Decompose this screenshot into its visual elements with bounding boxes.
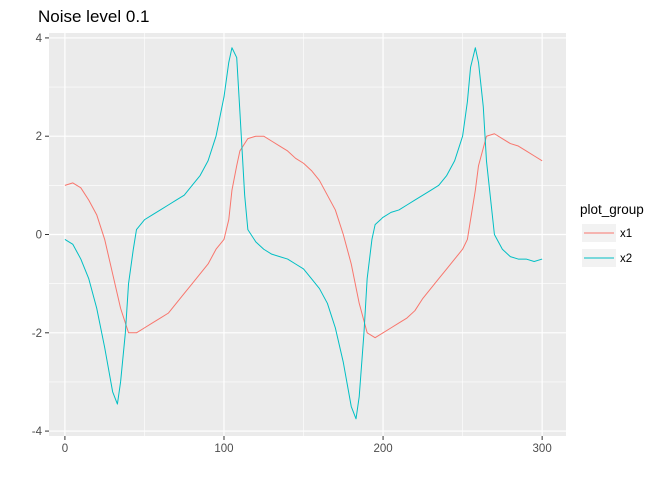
- legend-title: plot_group: [580, 202, 644, 217]
- y-tick-label: 4: [36, 33, 43, 45]
- series-line-x2: [64, 47, 543, 420]
- legend-label-x2: x2: [620, 253, 632, 265]
- series-line-x1: [64, 133, 543, 339]
- y-tick-label: -4: [32, 426, 43, 438]
- y-tick-label: -2: [32, 328, 42, 340]
- x-tick-label: 100: [214, 443, 233, 455]
- y-tick-label: 0: [36, 230, 42, 242]
- y-tick-label: 2: [36, 131, 42, 143]
- x-tick-label: 0: [62, 443, 68, 455]
- x-tick-label: 200: [373, 443, 392, 455]
- legend-label-x1: x1: [620, 228, 632, 240]
- legend: plot_group x1 x2: [580, 202, 644, 267]
- chart-title: Noise level 0.1: [38, 7, 150, 26]
- x-tick-label: 300: [533, 443, 552, 455]
